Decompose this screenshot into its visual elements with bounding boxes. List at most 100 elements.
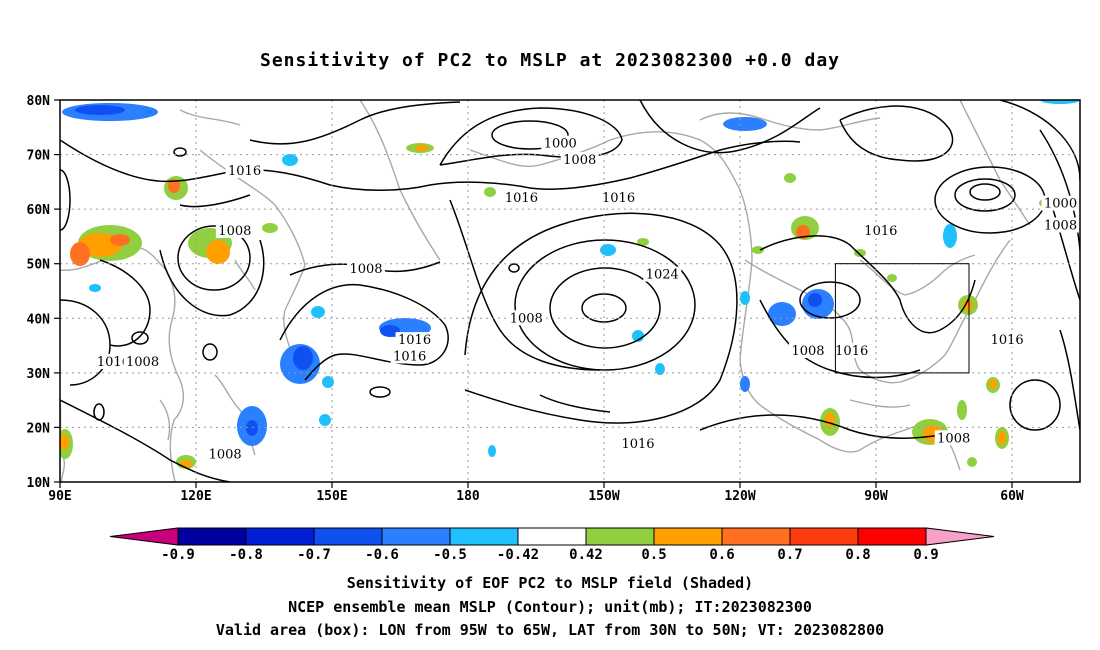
contour-label: 1008: [507, 310, 546, 326]
lon-label: 120E: [180, 489, 211, 504]
caption-shading: Sensitivity of EOF PC2 to MSLP field (Sh…: [346, 574, 754, 592]
contour-label: 1016: [861, 222, 900, 239]
plot-title: Sensitivity of PC2 to MSLP at 2023082300…: [259, 50, 840, 71]
lat-label: 60N: [27, 203, 51, 218]
contour-label-text: 1008: [218, 224, 251, 239]
contour-label: 1008: [347, 261, 385, 277]
contour-label: 1016: [225, 162, 264, 179]
caption-contour: NCEP ensemble mean MSLP (Contour); unit(…: [288, 598, 812, 616]
lon-label: 120W: [724, 489, 755, 504]
lat-label: 30N: [27, 367, 51, 382]
contour-label: 1016: [832, 343, 871, 359]
colorbar-bin: [653, 527, 723, 546]
colorbar-label: 0.9: [913, 547, 938, 563]
colorbar: -0.9 -0.8 -0.7 -0.6 -0.5 -0.42 0.42 0.5 0.6 0.7 0.…: [109, 527, 995, 563]
contour-label: 1008: [206, 446, 245, 463]
contour-label: 1000: [541, 135, 580, 152]
colorbar-bin: [313, 527, 383, 546]
lon-label: 180: [456, 489, 480, 504]
lat-label: 20N: [27, 421, 51, 436]
grid-lines: [60, 100, 1080, 482]
contour-label: 1016: [599, 190, 638, 206]
contour-label: 1016: [502, 190, 541, 206]
contour-label-text: 1016: [228, 164, 261, 179]
contour-label: 1008: [934, 430, 973, 446]
contour-label-text: 1016: [505, 191, 538, 206]
colorbar-label: -0.6: [365, 547, 399, 563]
contour-label: 1016: [94, 353, 133, 370]
contour-label-text: 1016: [835, 344, 868, 359]
colorbar-label: 0.7: [777, 547, 802, 563]
colorbar-bin: [245, 527, 315, 546]
caption-valid-area: Valid area (box): LON from 95W to 65W, L…: [215, 621, 885, 639]
contour-label-text: 1016: [991, 333, 1024, 348]
lat-label: 70N: [27, 149, 51, 164]
colorbar-bin: [449, 527, 519, 546]
contour-label-text: 1024: [646, 268, 679, 283]
lat-label: 50N: [27, 258, 51, 273]
valid-area-box: [834, 263, 970, 374]
colorbar-label: -0.9: [161, 547, 195, 563]
colorbar-label: -0.5: [433, 547, 467, 563]
lon-label: 90W: [864, 489, 888, 504]
mslp-contours: [60, 100, 1080, 482]
axis-ticks: [54, 99, 1013, 488]
contour-label-text: 1000: [544, 137, 577, 152]
contour-label: 1016: [390, 348, 429, 364]
contour-label: 1000: [1041, 195, 1080, 212]
colorbar-label: -0.8: [229, 547, 263, 563]
colorbar-label: 0.6: [709, 547, 734, 563]
contour-label: 1008: [560, 152, 599, 168]
contour-label: 1008: [1041, 217, 1080, 234]
lat-labels: 80N 70N 60N 50N 40N 30N 20N 10N: [27, 94, 51, 491]
contour-label-text: 1008: [510, 311, 543, 326]
contour-label: 1008: [123, 353, 162, 370]
contour-label: 1016: [619, 435, 657, 452]
contour-label-text: 1008: [1044, 219, 1077, 234]
contour-label-text: 1008: [937, 431, 970, 446]
colorbar-bin: [517, 527, 587, 546]
lon-label: 150W: [588, 489, 619, 504]
contour-label: 1008: [789, 343, 827, 359]
colorbar-bin: [721, 527, 791, 546]
shaded-patches: [60, 100, 1080, 469]
lon-labels: 90E 120E 150E 180 150W 120W 90W 60W: [48, 489, 1024, 504]
contour-label-text: 1008: [209, 448, 242, 463]
colorbar-label: -0.7: [297, 547, 331, 563]
contour-label-text: 1008: [126, 355, 159, 370]
contour-label-text: 1008: [563, 153, 596, 168]
lon-label: 90E: [48, 489, 71, 504]
colorbar-label: -0.42: [497, 547, 539, 563]
lat-label: 40N: [27, 312, 51, 327]
contour-label: 1008: [215, 222, 254, 239]
contour-label-text: 1008: [349, 262, 382, 277]
colorbar-bin: [381, 527, 451, 546]
contour-label-text: 1016: [398, 333, 431, 348]
lat-label: 10N: [27, 476, 51, 491]
colorbar-bin: [789, 527, 859, 546]
contour-label: 1024: [643, 266, 682, 283]
contour-label-text: 1016: [97, 355, 130, 370]
colorbar-bin: [177, 527, 247, 546]
contour-label-text: 1016: [621, 437, 654, 452]
contour-label: 1016: [988, 332, 1027, 348]
lat-label: 80N: [27, 94, 51, 109]
contour-label-text: 1016: [393, 349, 426, 364]
colorbar-extend-low: [109, 527, 179, 546]
plot-frame: [59, 99, 1081, 483]
colorbar-label: 0.8: [845, 547, 870, 563]
contour-label-text: 1000: [1044, 197, 1077, 212]
colorbar-label: 0.42: [569, 547, 603, 563]
colorbar-bin: [857, 527, 927, 546]
lon-label: 150E: [316, 489, 347, 504]
colorbar-label: 0.5: [641, 547, 666, 563]
contour-label-text: 1016: [864, 224, 897, 239]
lon-label: 60W: [1000, 489, 1024, 504]
colorbar-bin: [585, 527, 655, 546]
contour-label: 1016: [395, 332, 434, 348]
contour-label-text: 1016: [602, 191, 635, 206]
colorbar-extend-high: [925, 527, 995, 546]
contour-label-text: 1008: [791, 344, 824, 359]
